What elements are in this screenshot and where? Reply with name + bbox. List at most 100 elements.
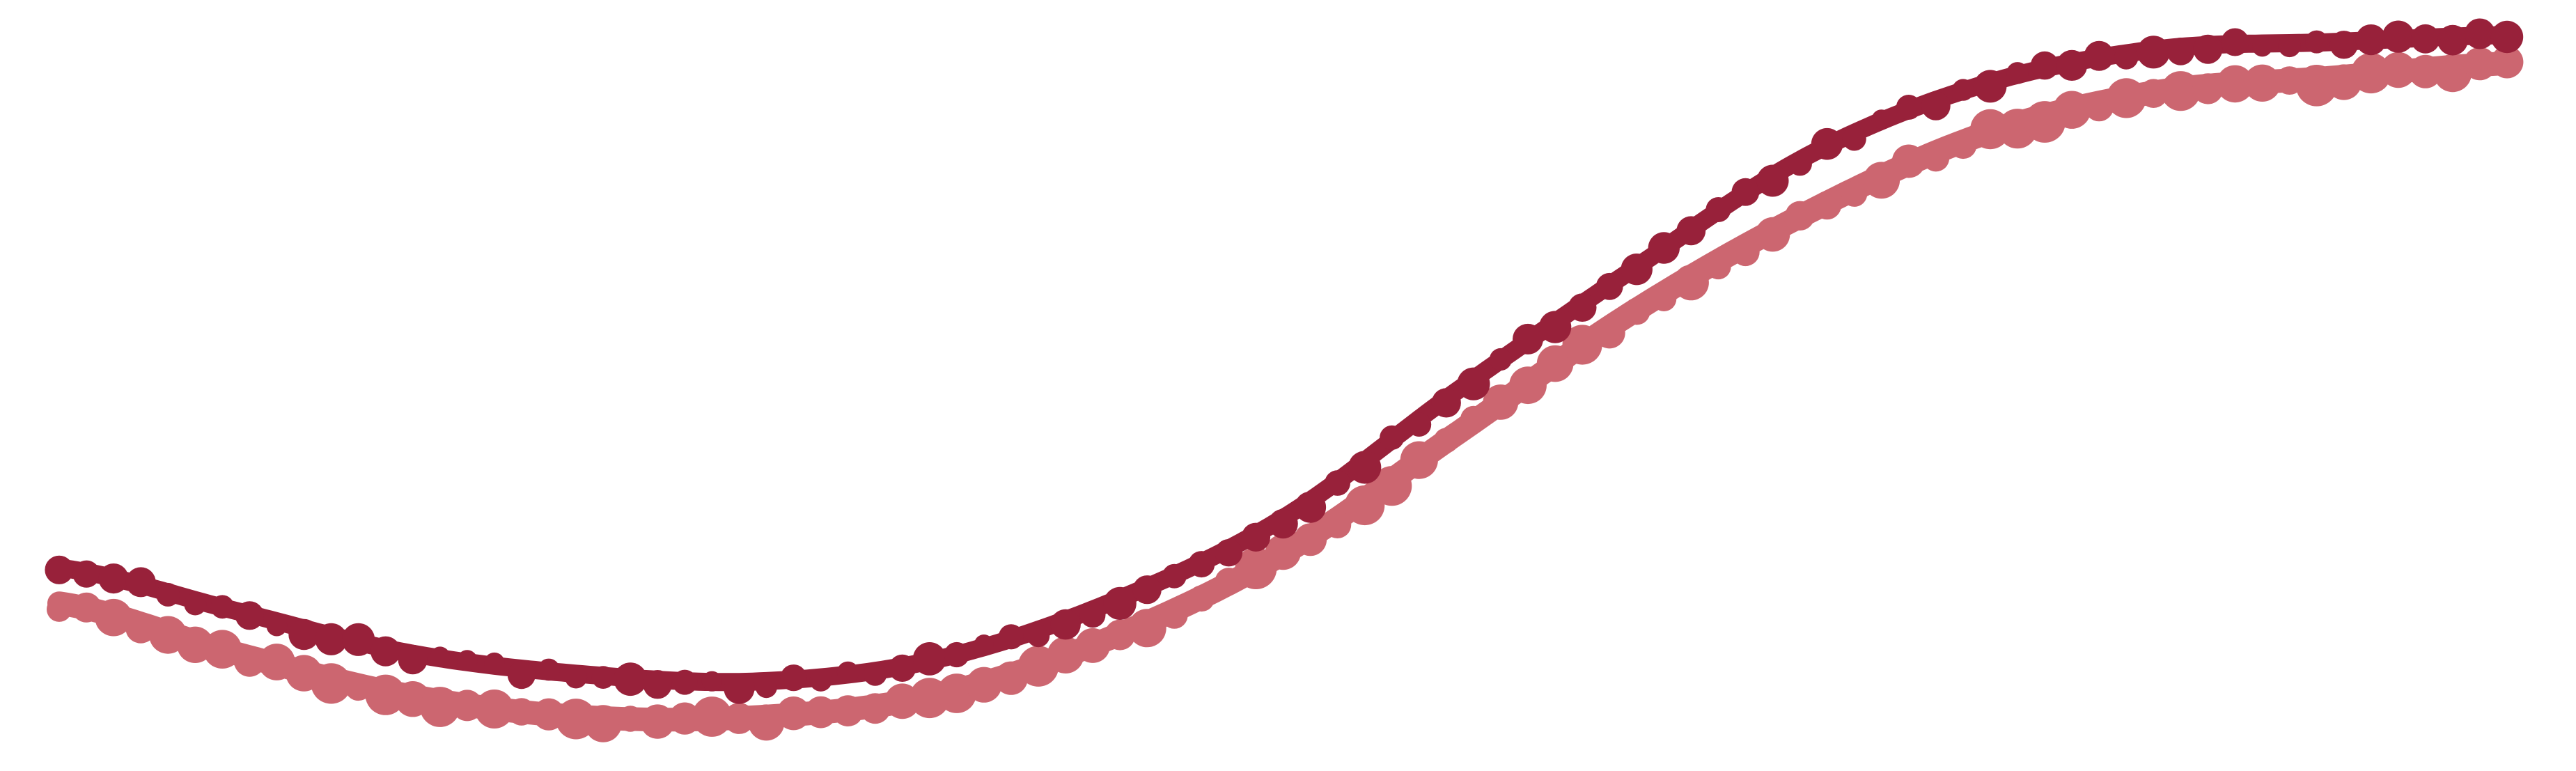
series-2-point	[2464, 18, 2495, 49]
series-2-point	[643, 670, 672, 699]
series-2-point	[672, 669, 698, 695]
series-1-point	[2052, 91, 2091, 129]
series-1-point	[203, 630, 242, 669]
series-2-point	[1538, 311, 1572, 343]
series-2-point	[1162, 563, 1187, 589]
series-1-point	[345, 673, 373, 701]
series-2-point	[2056, 49, 2088, 81]
series-2-point	[1621, 254, 1653, 286]
series-1-point	[1651, 286, 1677, 311]
series-2-point	[1027, 624, 1050, 648]
series-1-point	[1731, 237, 1760, 267]
series-1-point	[1705, 254, 1731, 280]
series-1-point	[1623, 297, 1650, 325]
series-1-point	[1323, 511, 1352, 538]
series-2-point	[235, 601, 264, 630]
series-2-point	[1513, 323, 1543, 355]
series-1-point	[617, 706, 643, 732]
series-1-point	[47, 596, 72, 622]
series-1-point	[474, 690, 514, 729]
series-2-point	[614, 662, 648, 696]
series-2-point	[538, 658, 560, 681]
series-1-point	[724, 703, 755, 734]
series-1-point	[451, 690, 483, 722]
series-1-point	[1294, 523, 1327, 556]
series-1-point	[2433, 54, 2472, 93]
series-2-point	[341, 623, 375, 656]
series-2-point	[1295, 491, 1327, 523]
series-2-point	[755, 676, 777, 699]
series-1-point	[2192, 73, 2224, 104]
series-2-point	[1103, 586, 1137, 621]
series-1-point	[1673, 265, 1709, 301]
series-1-point	[1265, 534, 1302, 570]
series-2-point	[1241, 522, 1271, 552]
series-2-point	[1974, 70, 2007, 103]
series-2-point	[701, 671, 722, 692]
series-1-point	[2408, 54, 2442, 88]
series-1-point	[1161, 602, 1188, 629]
series-1-point	[776, 696, 811, 731]
series-2-point	[484, 652, 505, 673]
series-1-point	[2490, 45, 2524, 79]
series-2-point	[2382, 20, 2414, 53]
series-2-point	[1407, 412, 1432, 437]
series-2-point	[288, 618, 320, 651]
series-2-point	[1871, 109, 1891, 130]
series-2-point	[2329, 31, 2358, 59]
series-2-point	[1050, 609, 1081, 640]
series-2-point	[2114, 45, 2139, 70]
series-2-point	[184, 593, 207, 616]
series-1-point	[1813, 191, 1842, 220]
series-2-point	[1952, 79, 1974, 101]
series-1-point	[1755, 217, 1790, 252]
series-2-point	[1595, 272, 1623, 300]
series-1-point	[804, 696, 837, 729]
series-2-point	[1132, 575, 1162, 605]
series-2-point	[1731, 178, 1760, 206]
series-1-point	[1949, 131, 1977, 159]
series-2-point	[944, 641, 969, 668]
series-2-point	[889, 654, 916, 683]
series-1-point	[2380, 52, 2417, 88]
series-2-point	[809, 669, 832, 692]
series-1-point	[311, 663, 352, 704]
series-2-point	[1921, 91, 1951, 120]
series-2-line	[50, 26, 2516, 692]
series-2-point	[2167, 38, 2195, 65]
series-2-point	[370, 636, 401, 667]
series-1-point	[1509, 366, 1547, 405]
series-1-point	[1562, 325, 1602, 365]
series-2-point	[156, 582, 180, 607]
series-1-point	[71, 592, 102, 623]
series-2-point	[2084, 40, 2114, 71]
series-2-point	[125, 567, 156, 598]
series-2-point	[430, 646, 451, 667]
series-2-point	[1188, 551, 1215, 578]
series-2-point	[1756, 164, 1789, 197]
series-2-point	[864, 662, 887, 686]
series-2-point	[1215, 539, 1243, 567]
series-2-point	[398, 644, 428, 675]
series-1-point	[640, 704, 675, 739]
series-1	[47, 45, 2524, 742]
series-2-point	[72, 560, 100, 588]
series-1-point	[1188, 585, 1215, 612]
series-2-point	[1380, 425, 1405, 451]
series-2-point	[1325, 470, 1350, 496]
series-1-point	[365, 674, 406, 715]
series-1-point	[832, 695, 864, 726]
series-2-point	[2355, 24, 2387, 56]
series-1-point	[859, 693, 891, 724]
series-1-point	[1047, 637, 1084, 673]
series-1-point	[1215, 568, 1243, 595]
series-2-point	[1648, 232, 1680, 264]
series-2-point	[565, 666, 588, 689]
series-1-point	[1891, 144, 1926, 178]
series-1-point	[1536, 345, 1574, 382]
series-1-point	[966, 667, 1002, 703]
series-1-point	[748, 704, 785, 741]
series-2-point	[1457, 367, 1490, 400]
series-2-point	[1348, 451, 1382, 484]
series-2-point	[1268, 508, 1298, 539]
